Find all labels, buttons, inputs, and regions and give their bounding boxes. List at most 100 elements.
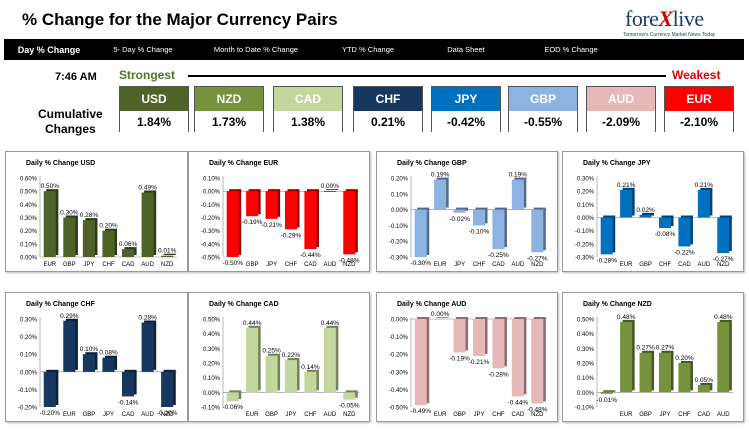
y-tick-label: 0.40% xyxy=(20,203,38,209)
nav-tab-month-to-date-change[interactable]: Month to Date % Change xyxy=(213,45,299,54)
currency-code: AUD xyxy=(587,87,655,111)
chart-svg: Daily % Change CHF -0.20% -0.10% 0.00% 0.10%… xyxy=(18,301,178,418)
bar xyxy=(284,189,300,230)
bar-face xyxy=(161,371,174,407)
currency-value: 1.84% xyxy=(120,111,188,132)
x-tick-label: CAD xyxy=(304,262,317,268)
y-tick-label: 0.00% xyxy=(20,256,38,262)
page-title: % Change for the Major Currency Pairs xyxy=(22,10,338,29)
x-tick-label: EUR xyxy=(434,412,447,418)
bar-face xyxy=(304,371,317,393)
data-label: -0.02% xyxy=(449,216,470,223)
cumulative-changes-label: Cumulative Changes xyxy=(38,107,103,136)
bar xyxy=(620,319,635,393)
bar-face xyxy=(414,319,427,406)
bar-face xyxy=(102,230,115,257)
chart-title: Daily % Change AUD xyxy=(397,301,466,308)
currency-box-eur: EUR -2.10% xyxy=(664,86,734,132)
y-tick-label: -0.30% xyxy=(389,256,409,262)
nav-tab-ytd-change[interactable]: YTD % Change xyxy=(341,45,395,54)
bar-face xyxy=(343,191,356,255)
x-tick-label: CHF xyxy=(102,262,115,268)
x-tick-label: GBP xyxy=(63,262,76,268)
x-tick-label: CAD xyxy=(698,412,711,418)
currency-value: 1.38% xyxy=(274,111,342,132)
y-tick-label: 0.00% xyxy=(577,391,595,397)
x-tick-label: EUR xyxy=(246,412,259,418)
bar-face xyxy=(323,327,336,393)
x-tick-label: CHF xyxy=(285,262,298,268)
y-tick-label: 0.20% xyxy=(20,335,38,341)
bar-face xyxy=(600,392,613,394)
currency-code: USD xyxy=(120,87,188,111)
y-tick-label: 0.30% xyxy=(577,347,595,353)
bar-face xyxy=(414,209,427,257)
bar-depth xyxy=(603,390,616,392)
y-tick-label: 0.20% xyxy=(203,362,221,368)
x-tick-label: CAD xyxy=(122,412,135,418)
currency-code: JPY xyxy=(432,87,500,111)
data-label: -0.30% xyxy=(410,260,431,267)
bar-face xyxy=(639,352,652,393)
y-tick-label: 0.50% xyxy=(20,190,38,196)
y-tick-label: -0.20% xyxy=(201,216,221,222)
y-tick-label: 0.20% xyxy=(577,362,595,368)
currency-code: EUR xyxy=(665,87,733,111)
currency-code: CHF xyxy=(354,87,422,111)
bar-face xyxy=(453,209,466,213)
chart-panel-nzd: Daily % Change NZD -0.10% 0.00% 0.10% 0.20% 0… xyxy=(562,292,744,422)
bar-face xyxy=(678,363,691,393)
currency-box-chf: CHF 0.21% xyxy=(353,86,423,132)
nav-tab-data-sheet[interactable]: Data Sheet xyxy=(447,45,485,54)
bar xyxy=(531,317,546,404)
y-tick-label: 0.10% xyxy=(203,177,221,183)
chart-panel-usd: Daily % Change USD 0.00% 0.10% 0.20% 0.30% 0.… xyxy=(5,151,188,272)
bar xyxy=(82,352,98,372)
bar xyxy=(414,317,430,406)
data-label: -0.20% xyxy=(157,410,178,417)
bar-face xyxy=(122,371,135,397)
bar xyxy=(82,218,98,257)
data-label: 0.10% xyxy=(80,346,99,353)
chart-title: Daily % Change GBP xyxy=(397,160,467,167)
bar xyxy=(284,358,300,393)
bar xyxy=(304,189,319,250)
bar-face xyxy=(434,319,447,320)
x-tick-label: GBP xyxy=(246,262,259,268)
y-tick-label: 0.30% xyxy=(20,318,38,324)
bar-face xyxy=(472,319,486,356)
nav-tab-day-change[interactable]: Day % Change xyxy=(17,44,81,55)
bar-face xyxy=(511,179,524,210)
bar xyxy=(717,319,732,393)
bar xyxy=(343,189,358,255)
bar-depth xyxy=(642,212,655,216)
data-label: -0.01% xyxy=(596,397,617,404)
bar xyxy=(492,207,507,250)
bar xyxy=(678,215,693,247)
data-label: -0.05% xyxy=(339,403,360,410)
chart-title: Daily % Change JPY xyxy=(583,160,651,167)
chart-panel-eur: Daily % Change EUR -0.50% -0.40% -0.30% -0.2… xyxy=(188,151,370,272)
data-label: -0.21% xyxy=(469,359,490,366)
chart-panel-gbp: Daily % Change GBP -0.30% -0.20% -0.10% 0.00… xyxy=(376,151,558,272)
strongest-label: Strongest xyxy=(119,68,176,82)
bar-face xyxy=(246,327,259,393)
data-label: 0.48% xyxy=(714,314,733,321)
chart-panel-cad: Daily % Change CAD -0.10% 0.00% 0.10% 0.20% 0… xyxy=(188,292,370,422)
nav-tab-5-day-change[interactable]: 5- Day % Change xyxy=(113,45,173,54)
bar-face xyxy=(141,322,154,372)
bar xyxy=(102,228,118,257)
y-tick-label: -0.40% xyxy=(201,242,221,248)
bar xyxy=(472,207,488,226)
bar-face xyxy=(141,192,154,257)
bar xyxy=(697,187,713,218)
bar-face xyxy=(697,189,710,218)
chart-title: Daily % Change CHF xyxy=(26,301,96,308)
bar-face xyxy=(697,385,710,393)
bar xyxy=(122,369,137,397)
x-tick-label: EUR xyxy=(620,412,633,418)
data-label: 0.25% xyxy=(262,348,281,355)
data-label: 0.02% xyxy=(636,207,655,214)
forexlive-logo[interactable]: foreXlive Tomorrow's Currency Market New… xyxy=(615,4,730,42)
nav-tab-eod-change[interactable]: EOD % Change xyxy=(544,45,598,54)
